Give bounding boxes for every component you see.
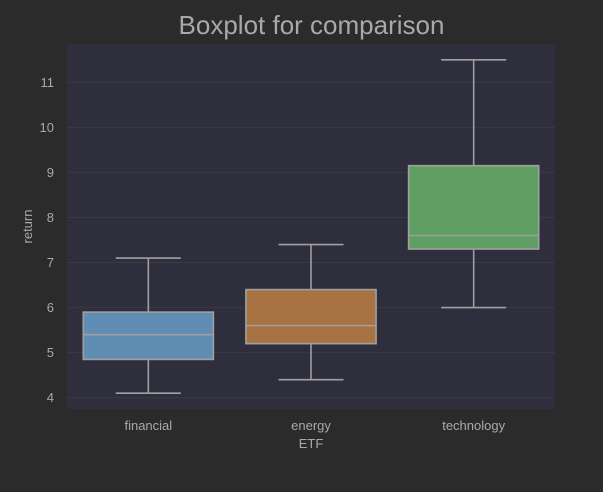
y-tick-label-9: 9 — [47, 165, 54, 180]
y-tick-label-10: 10 — [40, 120, 54, 135]
x-tick-label-financial: financial — [124, 418, 172, 433]
box-body-technology — [407, 164, 540, 250]
y-tick-label-11: 11 — [41, 75, 55, 90]
boxes-layer — [82, 58, 540, 395]
y-tick-label-6: 6 — [47, 300, 54, 315]
y-tick-label-4: 4 — [47, 390, 54, 405]
x-tick-label-technology: technology — [442, 418, 505, 433]
y-tick-labels: 4 5 6 7 8 9 10 11 — [40, 75, 54, 405]
box-technology — [407, 58, 540, 309]
x-tick-label-energy: energy — [291, 418, 331, 433]
y-tick-label-7: 7 — [47, 255, 54, 270]
box-energy — [245, 243, 377, 381]
x-axis-label: ETF — [299, 436, 324, 451]
y-tick-label-8: 8 — [47, 210, 54, 225]
chart-title: Boxplot for comparison — [179, 10, 445, 40]
box-body-energy — [245, 288, 377, 345]
y-tick-label-5: 5 — [47, 345, 54, 360]
box-body-financial — [82, 311, 215, 361]
box-financial — [82, 257, 215, 395]
x-tick-labels: financial energy technology — [124, 418, 505, 433]
y-axis-label: return — [20, 210, 35, 244]
